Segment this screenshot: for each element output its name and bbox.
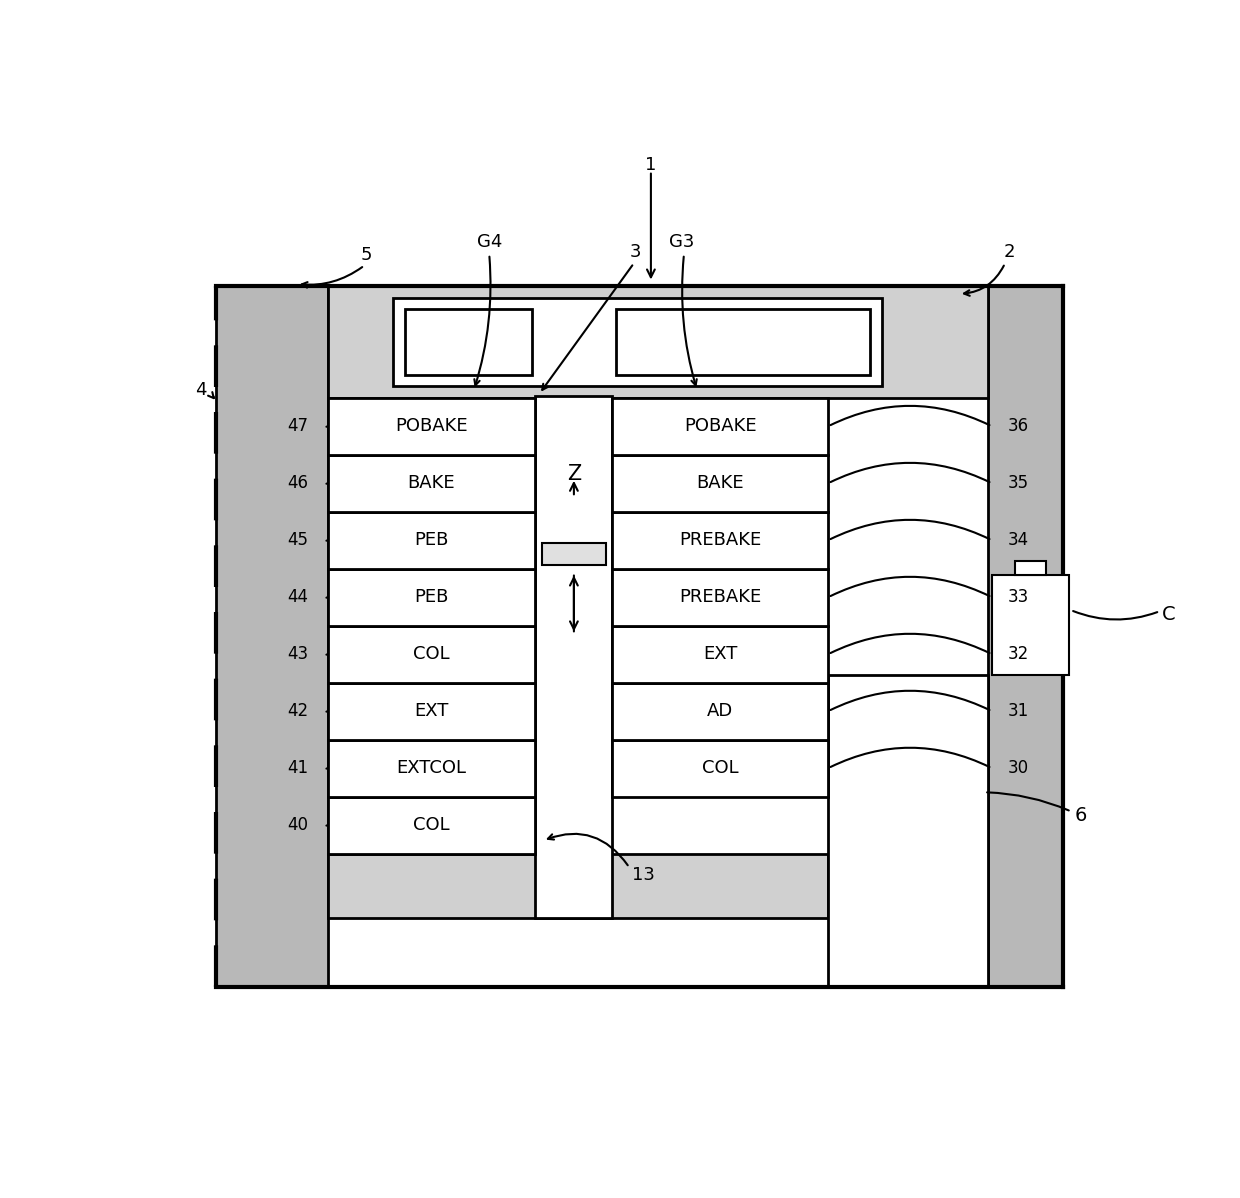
Bar bbox=[327, 797, 536, 854]
Bar bbox=[613, 625, 828, 683]
Bar bbox=[613, 512, 828, 569]
Text: AD: AD bbox=[707, 702, 733, 720]
Text: EXT: EXT bbox=[414, 702, 449, 720]
Text: PREBAKE: PREBAKE bbox=[680, 588, 761, 606]
Text: 31: 31 bbox=[1007, 702, 1029, 720]
Text: 4: 4 bbox=[195, 381, 206, 399]
Bar bbox=[327, 398, 536, 455]
Text: Z: Z bbox=[567, 464, 582, 484]
Text: BAKE: BAKE bbox=[697, 474, 744, 492]
Text: 42: 42 bbox=[288, 702, 309, 720]
Text: 47: 47 bbox=[288, 417, 309, 435]
Bar bbox=[327, 569, 536, 625]
Bar bbox=[327, 739, 536, 797]
Text: 2: 2 bbox=[1003, 242, 1014, 260]
Bar bbox=[327, 854, 828, 918]
Bar bbox=[393, 298, 882, 386]
Bar bbox=[613, 683, 828, 739]
Text: G4: G4 bbox=[476, 234, 502, 252]
Text: COL: COL bbox=[413, 816, 450, 834]
Bar bbox=[327, 625, 536, 683]
Text: COL: COL bbox=[702, 760, 739, 778]
Bar bbox=[613, 455, 828, 512]
Text: BAKE: BAKE bbox=[408, 474, 455, 492]
Text: POBAKE: POBAKE bbox=[396, 417, 467, 435]
Bar bbox=[536, 397, 613, 918]
Text: 34: 34 bbox=[1007, 531, 1028, 550]
Bar bbox=[828, 674, 988, 987]
Text: COL: COL bbox=[413, 646, 450, 664]
Text: 6: 6 bbox=[1074, 806, 1086, 825]
Text: 32: 32 bbox=[1007, 646, 1029, 664]
Text: 1: 1 bbox=[645, 156, 657, 175]
Text: 35: 35 bbox=[1007, 474, 1028, 492]
Text: 33: 33 bbox=[1007, 588, 1029, 606]
Bar bbox=[327, 683, 536, 739]
Text: 46: 46 bbox=[288, 474, 309, 492]
Text: 30: 30 bbox=[1007, 760, 1028, 778]
Text: 5: 5 bbox=[361, 247, 372, 265]
Text: PEB: PEB bbox=[414, 531, 449, 550]
Text: 45: 45 bbox=[288, 531, 309, 550]
Bar bbox=[988, 286, 1063, 987]
Bar bbox=[327, 455, 536, 512]
Bar bbox=[613, 569, 828, 625]
Text: 13: 13 bbox=[631, 866, 655, 884]
Bar bbox=[613, 398, 828, 455]
Bar bbox=[327, 286, 988, 398]
Text: POBAKE: POBAKE bbox=[684, 417, 756, 435]
Text: 43: 43 bbox=[288, 646, 309, 664]
Text: PEB: PEB bbox=[414, 588, 449, 606]
Bar bbox=[542, 544, 606, 565]
Text: 36: 36 bbox=[1007, 417, 1028, 435]
Text: 3: 3 bbox=[630, 242, 641, 260]
Text: PREBAKE: PREBAKE bbox=[680, 531, 761, 550]
Text: 41: 41 bbox=[288, 760, 309, 778]
Text: 40: 40 bbox=[288, 816, 309, 834]
Bar bbox=[216, 286, 1063, 987]
Text: EXT: EXT bbox=[703, 646, 738, 664]
Bar bbox=[992, 575, 1069, 674]
Bar bbox=[613, 739, 828, 797]
Bar bbox=[327, 512, 536, 569]
Bar bbox=[404, 309, 532, 375]
Bar bbox=[616, 309, 870, 375]
Text: G3: G3 bbox=[670, 234, 694, 252]
Text: 44: 44 bbox=[288, 588, 309, 606]
Bar bbox=[1016, 561, 1045, 575]
Text: C: C bbox=[1162, 605, 1176, 624]
Bar bbox=[216, 286, 327, 987]
Text: EXTCOL: EXTCOL bbox=[397, 760, 466, 778]
